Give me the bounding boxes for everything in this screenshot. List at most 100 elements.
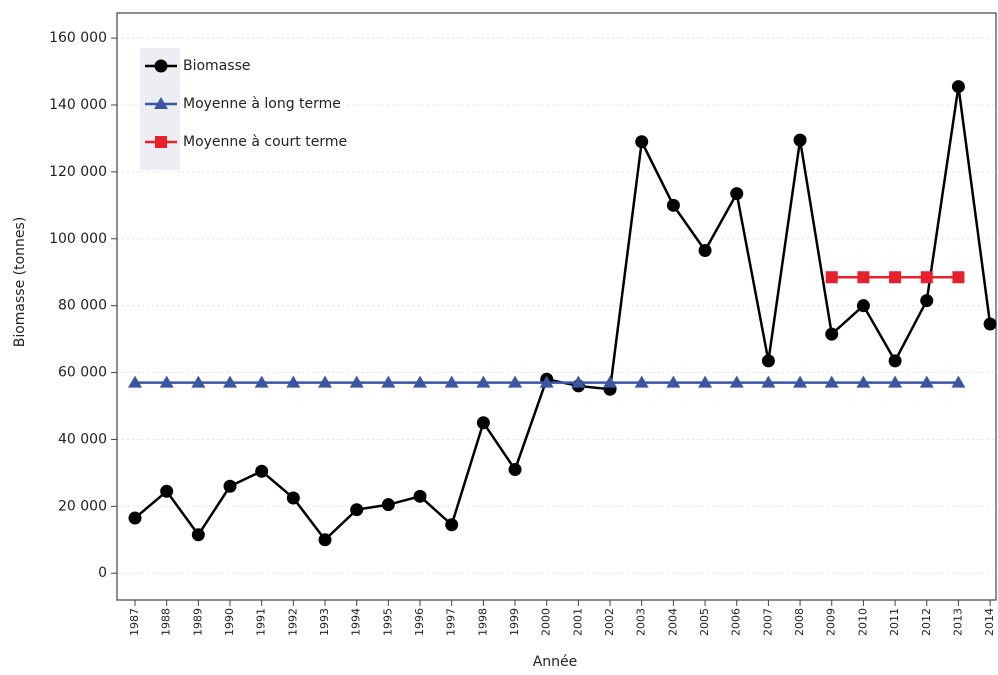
data-point xyxy=(920,271,933,284)
x-tick-label: 2006 xyxy=(730,608,743,636)
x-tick-label: 2002 xyxy=(603,608,616,636)
data-point xyxy=(508,463,522,477)
x-tick-label: 2005 xyxy=(698,608,711,636)
data-point xyxy=(951,375,966,388)
data-point xyxy=(952,271,965,284)
data-point xyxy=(793,375,808,388)
y-tick-label: 140 000 xyxy=(49,97,107,113)
data-point xyxy=(983,317,997,331)
data-point xyxy=(698,375,713,388)
x-tick-label: 2009 xyxy=(825,608,838,636)
legend-label: Biomasse xyxy=(183,58,250,74)
data-point xyxy=(508,375,523,388)
data-point xyxy=(445,518,459,532)
data-point xyxy=(761,354,775,368)
legend-label: Moyenne à court terme xyxy=(183,134,347,150)
data-point xyxy=(286,375,301,388)
data-point xyxy=(666,198,680,212)
data-point xyxy=(539,375,554,388)
data-point xyxy=(920,294,934,308)
x-tick-label: 2014 xyxy=(983,608,996,636)
x-tick-label: 1997 xyxy=(445,608,458,636)
x-tick-label: 2003 xyxy=(635,608,648,636)
data-point xyxy=(825,271,838,284)
x-tick-label: 1996 xyxy=(413,608,426,636)
data-point xyxy=(286,491,300,505)
x-tick-label: 1991 xyxy=(255,608,268,636)
x-axis-title: Année xyxy=(533,654,578,670)
x-tick-label: 2004 xyxy=(666,608,679,636)
data-point xyxy=(635,135,649,149)
x-tick-label: 1990 xyxy=(223,608,236,636)
data-point xyxy=(698,243,712,257)
x-tick-label: 2007 xyxy=(761,608,774,636)
x-tick-label: 2011 xyxy=(888,608,901,636)
data-point xyxy=(761,375,776,388)
data-point xyxy=(191,375,206,388)
data-point xyxy=(825,327,839,341)
x-tick-label: 1993 xyxy=(318,608,331,636)
legend-marker xyxy=(155,136,167,148)
data-point xyxy=(793,133,807,147)
y-tick-label: 0 xyxy=(98,565,107,581)
data-point xyxy=(318,375,333,388)
data-point xyxy=(318,533,332,547)
data-point xyxy=(128,375,142,388)
data-point xyxy=(476,416,490,430)
data-point xyxy=(889,271,902,284)
x-tick-label: 1992 xyxy=(286,608,299,636)
x-tick-label: 2001 xyxy=(571,608,584,636)
x-tick-label: 1994 xyxy=(350,608,363,636)
data-point xyxy=(223,375,238,388)
data-point xyxy=(191,528,205,542)
data-point xyxy=(413,375,428,388)
x-tick-label: 2010 xyxy=(856,608,869,636)
data-point xyxy=(919,375,934,388)
x-tick-label: 1988 xyxy=(160,608,173,636)
x-tick-label: 2012 xyxy=(920,608,933,636)
data-point xyxy=(160,484,174,498)
data-point xyxy=(476,375,491,388)
data-point xyxy=(666,375,681,388)
x-tick-label: 2008 xyxy=(793,608,806,636)
data-point xyxy=(444,375,459,388)
y-tick-label: 20 000 xyxy=(58,498,107,514)
y-tick-label: 120 000 xyxy=(49,164,107,180)
y-tick-label: 60 000 xyxy=(58,365,107,381)
x-tick-label: 2000 xyxy=(540,608,553,636)
y-tick-label: 100 000 xyxy=(49,231,107,247)
x-tick-label: 2013 xyxy=(951,608,964,636)
data-point xyxy=(159,375,174,388)
data-point xyxy=(888,354,902,368)
data-point xyxy=(381,498,395,512)
data-point xyxy=(856,375,871,388)
legend-marker xyxy=(154,59,168,73)
y-tick-label: 160 000 xyxy=(49,30,107,46)
data-point xyxy=(634,375,649,388)
legend-label: Moyenne à long terme xyxy=(183,96,341,112)
data-point xyxy=(381,375,396,388)
x-tick-label: 1995 xyxy=(381,608,394,636)
data-point xyxy=(856,299,870,313)
x-tick-label: 1989 xyxy=(191,608,204,636)
data-point xyxy=(888,375,903,388)
y-axis-title: Biomasse (tonnes) xyxy=(12,217,28,348)
x-tick-label: 1999 xyxy=(508,608,521,636)
legend-marker xyxy=(154,97,168,109)
data-point xyxy=(255,464,269,478)
x-tick-label: 1987 xyxy=(128,608,141,636)
data-point xyxy=(350,503,364,517)
data-point xyxy=(729,375,744,388)
plot-frame xyxy=(116,12,997,601)
data-point xyxy=(603,375,618,388)
x-tick-label: 1998 xyxy=(476,608,489,636)
data-point xyxy=(857,271,870,284)
data-point xyxy=(824,375,839,388)
data-point xyxy=(951,80,965,94)
data-point xyxy=(223,479,237,493)
data-point xyxy=(349,375,364,388)
data-point xyxy=(730,187,744,201)
y-tick-label: 40 000 xyxy=(58,431,107,447)
data-point xyxy=(571,375,586,388)
